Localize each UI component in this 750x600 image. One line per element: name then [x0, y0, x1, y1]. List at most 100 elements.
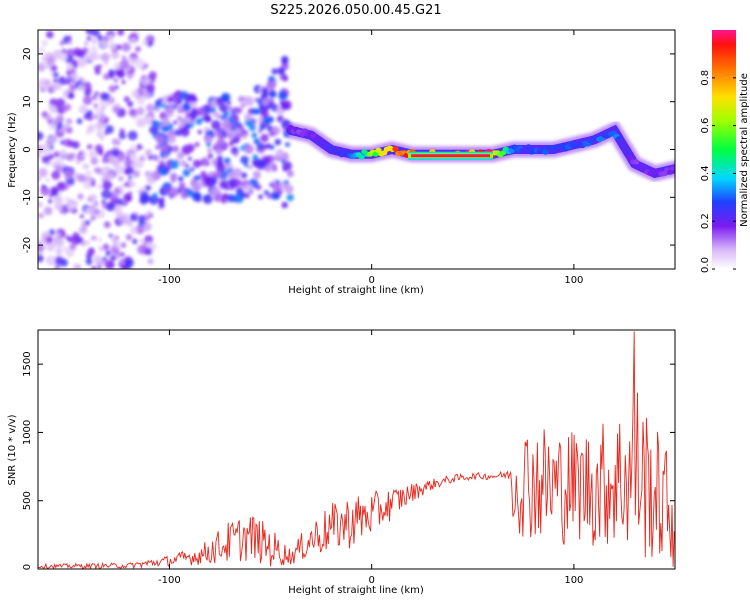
- noise-blob: [178, 121, 185, 127]
- colorbar-tick-label: 0.2: [700, 213, 711, 229]
- noise-blob: [38, 167, 48, 178]
- ridge-blob: [372, 151, 379, 157]
- noise-blob: [39, 47, 45, 53]
- noise-blob: [131, 37, 136, 43]
- noise-blob: [145, 83, 155, 93]
- noise-blob: [160, 103, 167, 109]
- noise-blob: [84, 164, 89, 170]
- noise-blob: [195, 118, 203, 125]
- noise-blob: [86, 144, 93, 150]
- noise-blob: [154, 107, 160, 112]
- noise-blob: [228, 178, 239, 189]
- spectrogram-x-tick-label: 100: [564, 275, 583, 286]
- noise-blob: [58, 149, 68, 159]
- noise-blob: [128, 175, 133, 180]
- noise-blob: [97, 265, 102, 269]
- snr-y-tick-label: 500: [22, 491, 33, 510]
- noise-blob: [45, 62, 52, 69]
- noise-blob: [38, 239, 43, 245]
- noise-blob: [70, 153, 75, 158]
- snr-series-line: [38, 331, 675, 569]
- ridge-blob: [624, 149, 631, 155]
- noise-blob: [123, 193, 132, 202]
- noise-blob: [136, 106, 145, 115]
- noise-blob: [77, 236, 84, 244]
- noise-blob: [262, 155, 271, 165]
- noise-blob: [190, 93, 196, 99]
- noise-blob: [123, 182, 128, 187]
- noise-blob: [106, 202, 116, 212]
- noise-blob: [98, 113, 107, 121]
- noise-blob: [138, 218, 146, 226]
- noise-blob: [55, 247, 63, 255]
- noise-blob: [108, 42, 117, 51]
- noise-blob: [170, 93, 180, 104]
- noise-blob: [91, 265, 97, 269]
- noise-blob: [142, 39, 149, 46]
- noise-blob: [279, 68, 285, 74]
- noise-blob: [232, 106, 240, 114]
- noise-blob: [70, 72, 79, 81]
- ridge-blob: [542, 149, 549, 155]
- noise-blob: [258, 194, 264, 200]
- noise-blob: [63, 169, 74, 180]
- noise-blob: [105, 125, 114, 134]
- noise-blob: [46, 236, 54, 244]
- noise-blob: [63, 246, 68, 252]
- noise-blob: [85, 258, 93, 265]
- noise-blob: [90, 157, 99, 166]
- noise-blob: [148, 71, 157, 80]
- noise-blob: [136, 144, 143, 151]
- noise-blob: [94, 91, 99, 96]
- colorbar: 0.0 0.2 0.4 0.6 0.8 Normalized spectral ampl…: [700, 30, 750, 273]
- noise-blob: [279, 74, 284, 80]
- noise-blob: [170, 160, 180, 169]
- noise-blob: [78, 174, 87, 183]
- noise-blob: [49, 83, 57, 91]
- noise-blob: [188, 101, 193, 106]
- noise-blob: [281, 100, 292, 110]
- noise-blob: [135, 58, 145, 69]
- noise-blob: [144, 235, 154, 244]
- noise-blob: [84, 207, 91, 214]
- noise-blob: [216, 161, 222, 167]
- ridge-blob: [392, 146, 399, 152]
- noise-blob: [51, 170, 61, 180]
- noise-blob: [72, 263, 81, 269]
- noise-blob: [89, 45, 98, 55]
- noise-blob: [221, 121, 232, 132]
- noise-blob: [213, 170, 222, 179]
- noise-blob: [76, 118, 83, 125]
- noise-blob: [203, 175, 213, 185]
- noise-blob: [92, 215, 97, 220]
- noise-blob: [56, 181, 67, 192]
- noise-blob: [211, 120, 221, 130]
- noise-blob: [47, 198, 53, 204]
- noise-blob: [50, 65, 58, 72]
- noise-blob: [38, 212, 44, 219]
- noise-blob: [169, 172, 178, 181]
- noise-blob: [139, 238, 145, 244]
- noise-blob: [41, 184, 47, 190]
- noise-blob: [266, 143, 271, 149]
- noise-blob: [129, 153, 137, 161]
- noise-blob: [109, 157, 117, 165]
- noise-blob: [112, 241, 118, 247]
- noise-blob: [249, 189, 254, 194]
- snr-x-tick-label: 100: [564, 575, 583, 586]
- noise-blob: [100, 52, 110, 63]
- noise-blob: [112, 150, 119, 157]
- noise-blob: [41, 155, 51, 164]
- noise-blob: [85, 220, 91, 226]
- noise-blob: [169, 187, 179, 197]
- noise-blob: [182, 116, 192, 126]
- noise-blob: [38, 131, 44, 141]
- noise-blob: [223, 157, 231, 165]
- noise-blob: [38, 243, 45, 253]
- noise-blob: [149, 125, 159, 135]
- noise-blob: [125, 156, 130, 161]
- noise-blob: [120, 252, 125, 257]
- noise-blob: [94, 167, 100, 174]
- noise-blob: [111, 236, 117, 243]
- noise-blob: [94, 65, 99, 71]
